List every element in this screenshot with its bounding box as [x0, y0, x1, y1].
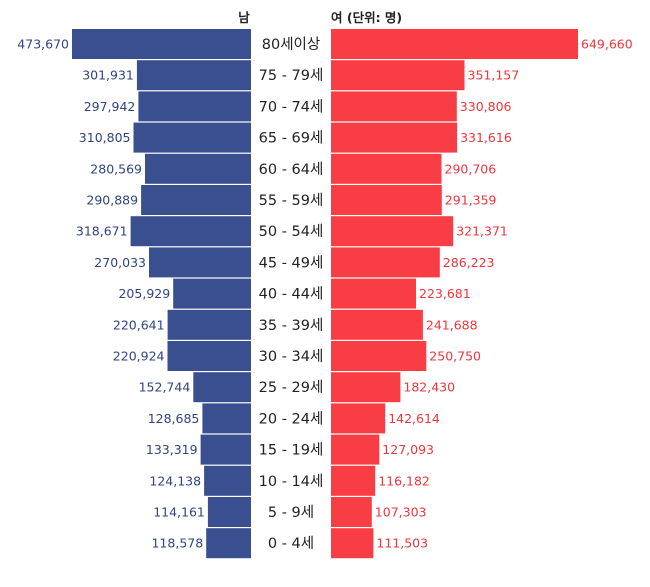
male-value-label: 220,924 [113, 349, 165, 364]
age-group-label: 25 - 29세 [259, 379, 324, 396]
male-value-label: 220,641 [113, 317, 165, 332]
male-value-label: 280,569 [90, 161, 142, 176]
age-group-label: 20 - 24세 [259, 410, 324, 427]
male-value-label: 128,685 [148, 411, 200, 426]
male-bar [145, 153, 251, 184]
female-value-label: 330,806 [460, 99, 512, 114]
age-group-label: 35 - 39세 [259, 317, 324, 334]
bars-group: 473,670 649,660 80세이상 301,931 351,157 75 - 79… [17, 29, 633, 559]
male-bar [207, 497, 251, 527]
male-bar [202, 403, 251, 434]
age-group-label: 65 - 69세 [259, 130, 324, 147]
age-group-label: 15 - 19세 [259, 442, 324, 459]
female-value-label: 331,616 [460, 130, 512, 145]
male-bar [141, 185, 251, 215]
female-value-label: 127,093 [382, 442, 434, 457]
male-value-label: 205,929 [118, 286, 170, 301]
male-bar [167, 341, 251, 371]
female-value-label: 241,688 [426, 317, 478, 332]
male-bar [130, 216, 251, 247]
age-group-label: 40 - 44세 [259, 286, 324, 303]
female-value-label: 223,681 [419, 286, 471, 301]
age-group-label: 0 - 4세 [268, 535, 314, 552]
male-value-label: 114,161 [153, 505, 205, 520]
female-value-label: 291,359 [445, 193, 497, 208]
male-bar [204, 465, 251, 496]
male-value-label: 133,319 [146, 442, 198, 457]
age-group-label: 45 - 49세 [259, 254, 324, 271]
female-bar [331, 91, 457, 122]
age-group-label: 70 - 74세 [259, 98, 324, 115]
female-bar [331, 372, 401, 403]
male-bar [193, 372, 251, 403]
male-bar [136, 60, 251, 91]
male-value-label: 124,138 [149, 473, 201, 488]
female-value-label: 351,157 [468, 68, 520, 83]
female-bar [331, 309, 423, 340]
female-bar [331, 153, 442, 184]
female-bar [331, 185, 442, 215]
age-group-label: 75 - 79세 [259, 67, 324, 84]
male-bar [206, 528, 251, 559]
female-bar [331, 278, 416, 309]
age-group-label: 5 - 9세 [268, 504, 314, 521]
female-bar [331, 122, 458, 153]
male-bar [149, 247, 251, 278]
female-bar [331, 528, 374, 559]
female-bar [331, 247, 440, 278]
female-value-label: 250,750 [429, 349, 481, 364]
female-bar [331, 434, 380, 465]
female-value-label: 290,706 [445, 161, 497, 176]
age-group-label: 60 - 64세 [259, 161, 324, 178]
male-bar [138, 91, 251, 122]
male-bar [173, 278, 251, 309]
male-value-label: 310,805 [79, 130, 131, 145]
age-group-label: 50 - 54세 [259, 223, 324, 240]
female-value-label: 107,303 [375, 505, 427, 520]
age-group-label: 55 - 59세 [259, 192, 324, 209]
female-bar [331, 497, 372, 527]
male-bar [167, 309, 251, 340]
age-group-label: 10 - 14세 [259, 473, 324, 490]
male-value-label: 152,744 [139, 380, 191, 395]
male-header: 남 [238, 10, 250, 25]
male-value-label: 270,033 [94, 255, 146, 270]
male-bar [133, 122, 251, 153]
female-value-label: 286,223 [443, 255, 495, 270]
female-value-label: 182,430 [403, 380, 455, 395]
male-bar [72, 29, 251, 59]
female-bar [331, 403, 386, 434]
age-group-label: 80세이상 [262, 36, 320, 53]
female-bar [331, 341, 427, 371]
male-value-label: 318,671 [76, 224, 128, 239]
female-bar [331, 216, 454, 247]
female-value-label: 649,660 [581, 37, 633, 52]
female-value-label: 116,182 [378, 473, 430, 488]
female-bar [331, 60, 465, 91]
male-value-label: 118,578 [151, 536, 203, 551]
male-value-label: 473,670 [17, 37, 69, 52]
female-value-label: 321,371 [456, 224, 508, 239]
male-value-label: 297,942 [84, 99, 136, 114]
male-value-label: 290,889 [86, 193, 138, 208]
female-header: 여 (단위: 명) [331, 10, 402, 25]
male-value-label: 301,931 [82, 68, 134, 83]
male-bar [200, 434, 251, 465]
female-value-label: 111,503 [376, 536, 428, 551]
female-value-label: 142,614 [388, 411, 440, 426]
female-bar [331, 29, 578, 59]
female-bar [331, 465, 376, 496]
age-group-label: 30 - 34세 [259, 348, 324, 365]
